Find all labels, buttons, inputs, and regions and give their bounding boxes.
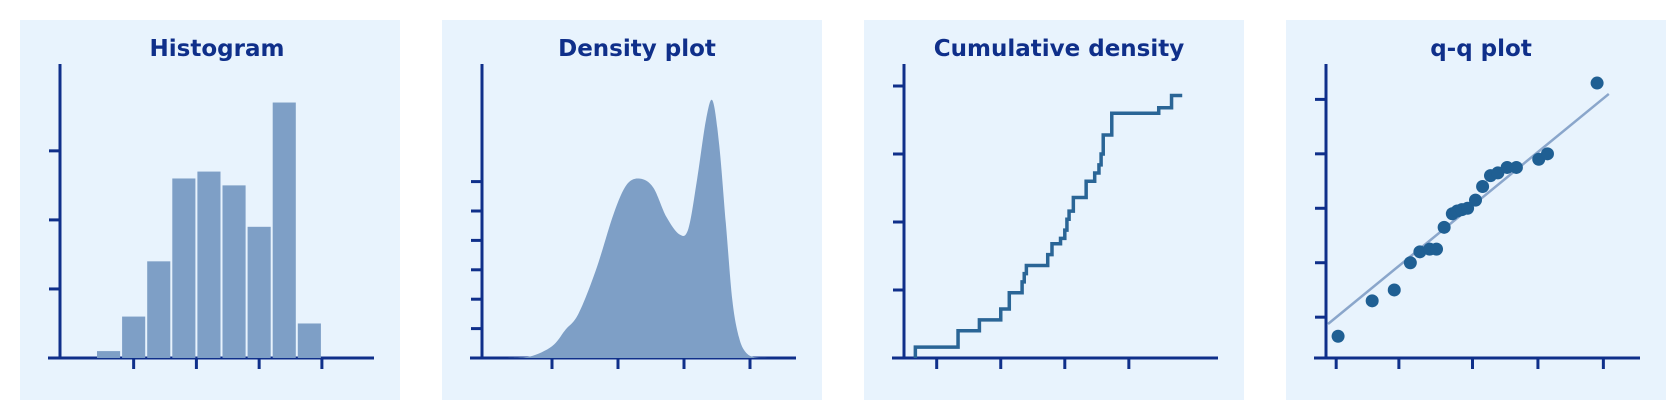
qq-point: [1509, 160, 1523, 174]
qq-point: [1331, 329, 1345, 343]
qq-point: [1590, 76, 1604, 90]
histogram-bar: [197, 171, 221, 358]
qq-point: [1437, 220, 1451, 234]
qq-point: [1403, 256, 1417, 270]
qq-point: [1430, 242, 1444, 256]
qq-point: [1540, 147, 1554, 161]
cumulative-density-panel: Cumulative density: [864, 20, 1244, 400]
qq-point: [1476, 180, 1490, 193]
histogram-bar: [297, 323, 321, 358]
histogram-bar: [247, 226, 271, 358]
qq-point: [1461, 201, 1475, 215]
qq-plot-chart: q-q plot: [1314, 36, 1640, 369]
cumulative-density-chart: Cumulative density: [892, 36, 1218, 369]
qq-point: [1468, 193, 1482, 207]
histogram-bar: [272, 102, 296, 359]
histogram-bar: [172, 178, 196, 358]
chart-title: Density plot: [558, 36, 716, 62]
histogram-bar: [222, 185, 246, 358]
histogram-bar: [97, 351, 121, 358]
density-plot-chart: Density plot: [470, 36, 796, 369]
density-area: [508, 99, 786, 358]
histogram-bar: [147, 261, 171, 358]
qq-point: [1365, 294, 1379, 308]
chart-title: q-q plot: [1430, 36, 1532, 62]
qq-point: [1500, 160, 1514, 174]
histogram-chart: Histogram: [48, 36, 374, 369]
histogram-panel: Histogram: [20, 20, 400, 400]
density-plot-panel: Density plot: [442, 20, 822, 400]
chart-title: Cumulative density: [934, 36, 1184, 62]
histogram-bar: [122, 316, 146, 358]
qq-plot-panel: q-q plot: [1286, 20, 1666, 400]
cumulative-step-line: [913, 93, 1183, 358]
chart-title: Histogram: [150, 36, 285, 62]
qq-point: [1387, 283, 1401, 297]
qq-point: [1413, 245, 1427, 259]
